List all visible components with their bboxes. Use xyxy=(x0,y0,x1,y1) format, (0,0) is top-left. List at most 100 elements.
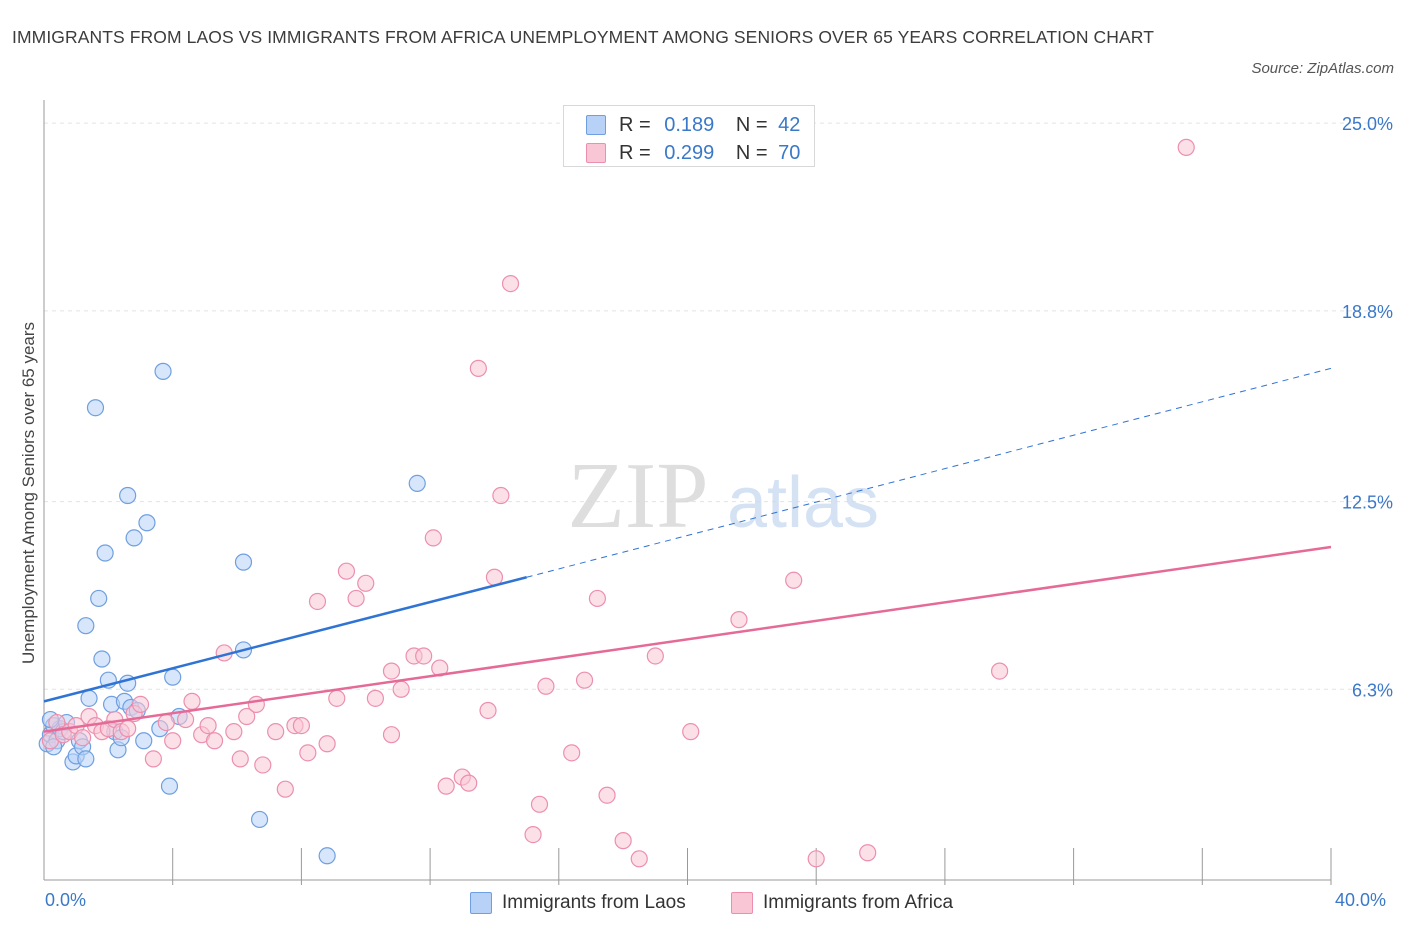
africa-point[interactable] xyxy=(254,756,272,774)
y-tick-label: 6.3% xyxy=(1352,680,1393,700)
trend-layer xyxy=(43,367,1332,733)
legend-africa-swatch xyxy=(731,892,753,914)
africa-point[interactable] xyxy=(328,689,346,707)
africa-point[interactable] xyxy=(424,529,442,547)
africa-point[interactable] xyxy=(382,726,401,744)
laos-point[interactable] xyxy=(125,529,143,547)
laos-point[interactable] xyxy=(250,810,269,829)
correlation-legend: R = 0.189 N = 42 R = 0.299 N = 70 xyxy=(563,105,815,167)
africa-point[interactable] xyxy=(318,735,336,753)
laos-point[interactable] xyxy=(93,650,111,668)
laos-point[interactable] xyxy=(135,732,153,750)
laos-point[interactable] xyxy=(90,589,108,608)
watermark-zip: ZIP xyxy=(568,444,709,548)
africa-point[interactable] xyxy=(176,710,195,729)
africa-point[interactable] xyxy=(460,774,478,792)
africa-point[interactable] xyxy=(630,850,648,868)
africa-trend-line xyxy=(43,545,1332,733)
watermark: ZIP atlas xyxy=(568,444,880,548)
laos-point[interactable] xyxy=(80,689,98,707)
y-tick-label: 25.0% xyxy=(1342,114,1393,134)
africa-point[interactable] xyxy=(74,729,92,747)
africa-swatch xyxy=(586,143,606,163)
watermark-atlas: atlas xyxy=(727,463,879,543)
africa-point[interactable] xyxy=(382,662,401,680)
africa-point[interactable] xyxy=(492,486,510,505)
axis-layer xyxy=(43,100,1332,885)
source-label: Source: ZipAtlas.com xyxy=(1251,60,1394,77)
africa-point[interactable] xyxy=(807,850,825,868)
africa-point[interactable] xyxy=(730,611,748,629)
africa-point[interactable] xyxy=(392,680,410,698)
africa-point[interactable] xyxy=(437,777,455,795)
laos-point[interactable] xyxy=(77,750,95,768)
laos-point[interactable] xyxy=(160,777,179,795)
africa-point[interactable] xyxy=(990,662,1009,680)
africa-point[interactable] xyxy=(347,589,365,608)
africa-point[interactable] xyxy=(563,744,581,762)
africa-point[interactable] xyxy=(859,844,877,862)
y-tick-labels: 6.3% 12.5% 18.8% 25.0% xyxy=(1342,114,1393,700)
africa-point[interactable] xyxy=(131,695,150,714)
africa-point[interactable] xyxy=(183,692,201,710)
laos-point[interactable] xyxy=(77,617,95,635)
laos-point[interactable] xyxy=(318,847,336,865)
legend-laos-label: Immigrants from Laos xyxy=(502,892,686,913)
africa-point[interactable] xyxy=(308,592,327,611)
africa-point[interactable] xyxy=(575,671,594,689)
africa-point[interactable] xyxy=(415,647,433,665)
africa-point[interactable] xyxy=(682,723,700,741)
africa-point[interactable] xyxy=(199,716,217,735)
africa-point[interactable] xyxy=(785,571,803,589)
africa-point[interactable] xyxy=(366,689,385,707)
laos-n-label: N = xyxy=(735,114,768,136)
laos-point[interactable] xyxy=(164,668,182,686)
chart-title: IMMIGRANTS FROM LAOS VS IMMIGRANTS FROM … xyxy=(12,27,1155,47)
africa-point[interactable] xyxy=(530,795,549,813)
africa-point[interactable] xyxy=(479,701,497,720)
africa-point[interactable] xyxy=(276,780,294,798)
africa-point[interactable] xyxy=(205,732,224,750)
laos-swatch xyxy=(586,115,606,135)
africa-point[interactable] xyxy=(247,695,265,714)
africa-point[interactable] xyxy=(524,825,542,844)
africa-n-value: 70 xyxy=(778,142,801,164)
x-tick-label-min: 0.0% xyxy=(45,890,87,910)
africa-point[interactable] xyxy=(469,359,487,377)
laos-n-value: 42 xyxy=(778,114,801,136)
africa-point[interactable] xyxy=(238,707,256,726)
africa-point[interactable] xyxy=(267,723,285,741)
africa-point[interactable] xyxy=(144,750,162,768)
africa-point[interactable] xyxy=(537,677,555,695)
africa-point[interactable] xyxy=(119,720,137,738)
x-tick-label-max: 40.0% xyxy=(1335,890,1387,910)
africa-point[interactable] xyxy=(299,744,317,762)
laos-point[interactable] xyxy=(154,362,172,380)
laos-point[interactable] xyxy=(96,544,114,562)
africa-point[interactable] xyxy=(357,574,375,592)
laos-r-value: 0.189 xyxy=(664,114,715,136)
africa-point[interactable] xyxy=(337,562,356,580)
africa-point[interactable] xyxy=(614,832,632,850)
africa-point[interactable] xyxy=(164,732,182,750)
africa-point[interactable] xyxy=(292,716,310,735)
africa-r-label: R = xyxy=(619,142,651,164)
laos-point[interactable] xyxy=(86,399,105,417)
laos-point[interactable] xyxy=(119,486,137,505)
africa-point[interactable] xyxy=(646,647,664,665)
africa-point[interactable] xyxy=(157,713,175,732)
laos-point[interactable] xyxy=(138,514,156,532)
africa-point[interactable] xyxy=(588,589,607,608)
laos-r-label: R = xyxy=(619,114,651,136)
legend-laos-swatch xyxy=(470,892,492,914)
africa-point[interactable] xyxy=(598,786,616,804)
africa-point[interactable] xyxy=(1177,138,1195,156)
africa-point[interactable] xyxy=(231,750,249,768)
africa-point[interactable] xyxy=(225,723,243,741)
points-layer xyxy=(38,138,1195,868)
laos-point[interactable] xyxy=(234,553,253,571)
laos-point[interactable] xyxy=(408,474,426,493)
africa-n-label: N = xyxy=(735,142,768,164)
africa-point[interactable] xyxy=(501,274,520,293)
